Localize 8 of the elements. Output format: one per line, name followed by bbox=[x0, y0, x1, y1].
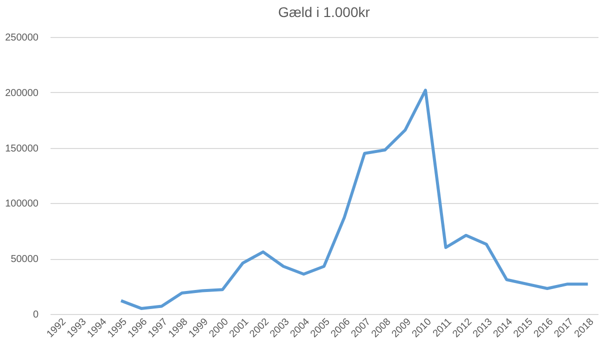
y-tick-label: 0 bbox=[32, 310, 39, 320]
y-tick-label: 150000 bbox=[5, 143, 39, 154]
y-tick-label: 100000 bbox=[5, 198, 39, 210]
chart-title: Gæld i 1.000kr bbox=[278, 4, 370, 20]
y-tick-label: 200000 bbox=[5, 88, 39, 99]
y-tick-label: 50000 bbox=[10, 254, 39, 266]
y-tick-label: 250000 bbox=[5, 32, 39, 44]
line-series bbox=[120, 88, 590, 310]
